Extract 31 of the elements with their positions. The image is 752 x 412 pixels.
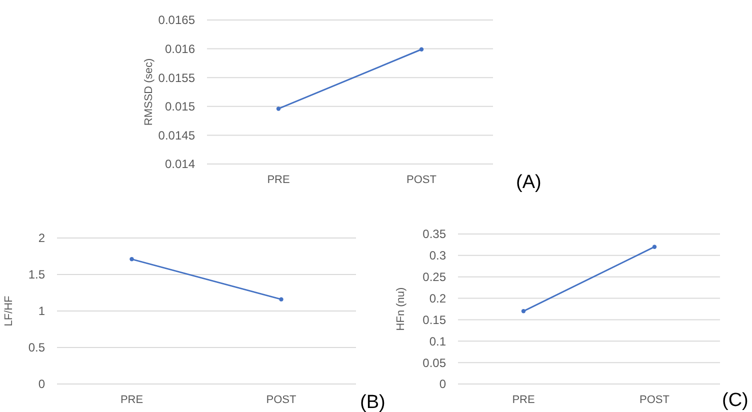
y-tick-label: 1.5 [28,268,46,282]
x-tick-label: PRE [120,394,144,406]
y-axis-title: HFn (nu) [395,287,407,331]
y-tick-label: 0.0145 [158,128,196,142]
y-tick-label: 0.016 [164,42,196,56]
text: (A) [516,172,542,193]
y-tick-label: 0.0165 [158,13,196,28]
y-tick-label: 0.1 [429,334,446,348]
y-tick-label: 0.35 [422,227,446,242]
y-tick-label: 0.0155 [158,70,196,85]
y-tick-label: 0.3 [429,248,446,263]
y-tick-label: 0.015 [164,100,196,114]
y-tick-label: 0.014 [164,157,196,172]
text: (C) [722,390,748,411]
text: (B) [360,392,386,412]
x-tick-label: PRE [512,394,535,406]
x-tick-label: PRE [267,174,290,186]
x-tick-label: POST [406,174,437,186]
y-tick-label: 0.15 [422,312,446,327]
y-tick-label: 0 [38,377,46,392]
x-tick-label: POST [640,394,670,406]
y-tick-label: 0.25 [422,270,446,284]
y-tick-label: 1 [38,304,46,318]
y-tick-label: 0.05 [422,356,446,370]
y-tick-label: 2 [38,231,46,246]
y-axis-title: LF/HF [3,295,15,326]
y-tick-label: 0.2 [429,291,446,306]
y-axis-title: RMSSD (sec) [143,58,155,126]
x-tick-label: POST [266,394,297,406]
y-tick-label: 0.5 [28,340,46,355]
y-tick-label: 0 [439,377,446,392]
